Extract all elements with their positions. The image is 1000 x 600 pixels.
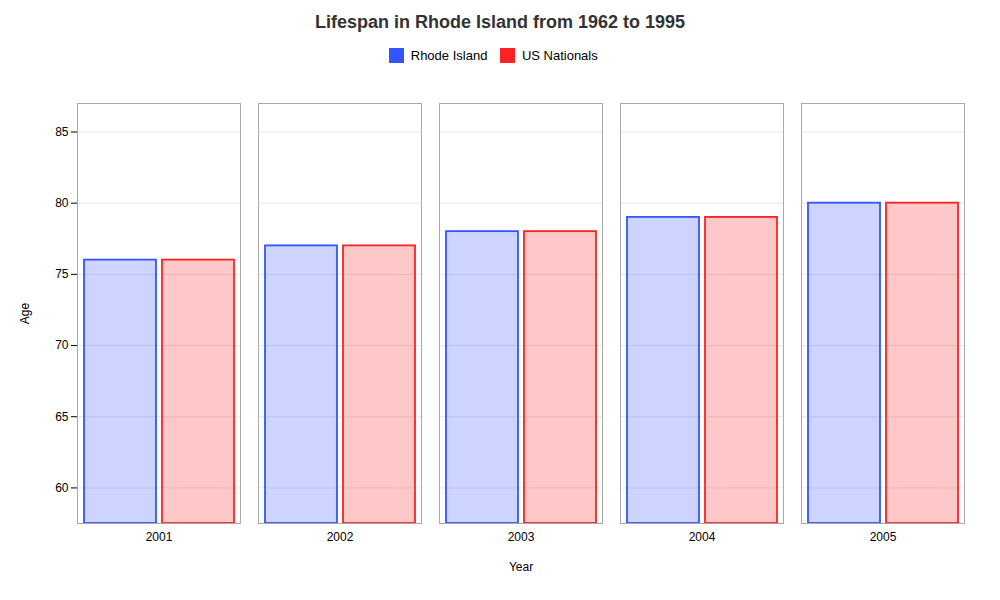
svg-text:75: 75 — [55, 267, 69, 281]
svg-text:2001: 2001 — [146, 530, 173, 544]
html-text:Rhode Island: Rhode Island — [410, 48, 488, 63]
svg-text:2002: 2002 — [327, 530, 354, 544]
html-text:US Nationals: US Nationals — [521, 48, 598, 63]
svg-text:2005: 2005 — [870, 530, 897, 544]
svg-text:2004: 2004 — [689, 530, 716, 544]
svg-text:Age: Age — [18, 302, 32, 324]
svg-text:85: 85 — [55, 124, 69, 138]
svg-text:70: 70 — [55, 338, 69, 352]
svg-text:80: 80 — [55, 196, 69, 210]
svg-text:Year: Year — [509, 559, 533, 573]
svg-text:60: 60 — [55, 480, 69, 494]
svg-text:2003: 2003 — [508, 530, 535, 544]
svg-text:65: 65 — [55, 409, 69, 423]
html-text:Lifespan in Rhode Island from: Lifespan in Rhode Island from 1962 to 19… — [314, 12, 685, 32]
